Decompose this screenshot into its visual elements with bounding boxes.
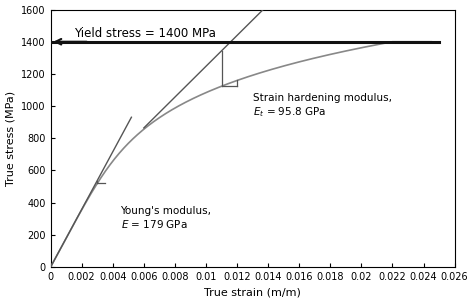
- Text: Yield stress = 1400 MPa: Yield stress = 1400 MPa: [74, 27, 216, 40]
- X-axis label: True strain (m/m): True strain (m/m): [204, 288, 301, 298]
- Text: Strain hardening modulus,
$E_t$ = 95.8 GPa: Strain hardening modulus, $E_t$ = 95.8 G…: [253, 93, 392, 119]
- Y-axis label: True stress (MPa): True stress (MPa): [6, 91, 16, 186]
- Text: Young's modulus,
$E$ = 179 GPa: Young's modulus, $E$ = 179 GPa: [120, 206, 211, 230]
